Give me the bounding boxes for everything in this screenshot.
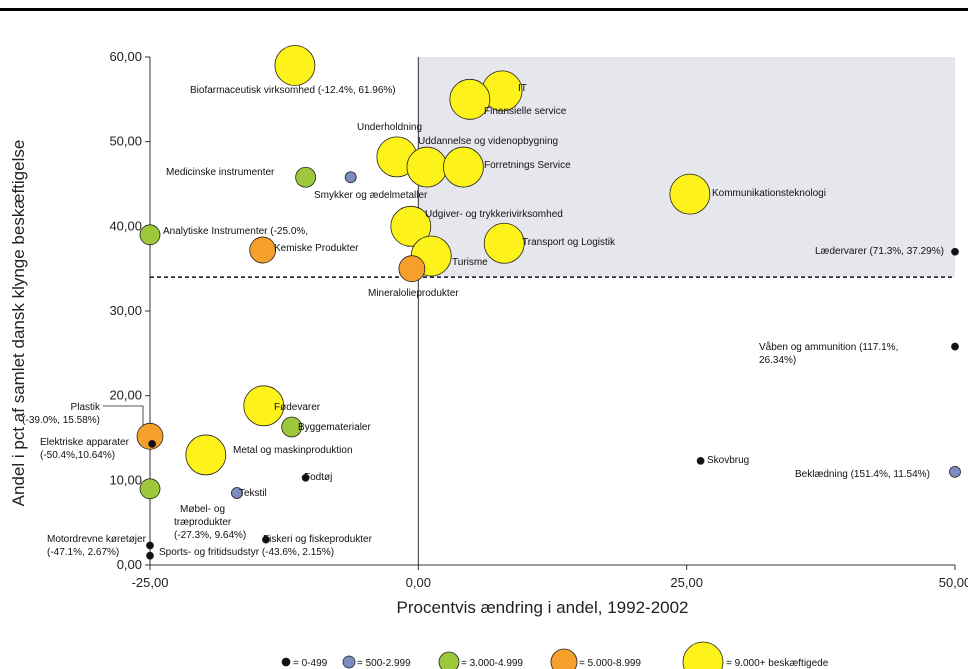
y-tick-label: 50,00 [109, 134, 142, 149]
point-label: Medicinske instrumenter [166, 167, 275, 178]
bubble [449, 78, 491, 120]
bubble [483, 222, 525, 264]
point-label: Byggematerialer [298, 422, 371, 433]
point-label: Motordrevne køretøjer [47, 534, 147, 545]
legend-swatch [550, 648, 578, 669]
legend-swatch [281, 657, 291, 667]
x-tick-label: 50,00 [939, 575, 968, 590]
bubble [281, 416, 303, 438]
y-tick-label: 40,00 [109, 218, 142, 233]
point-label: IT [518, 83, 527, 94]
point-label: Elektriske apparater [40, 437, 130, 448]
bubble [148, 440, 157, 448]
point-label: Analytiske Instrumenter (-25.0%, [163, 226, 308, 237]
bubble [696, 456, 705, 465]
bubble [249, 236, 277, 264]
point-label: Smykker og ædelmetaller [314, 190, 428, 201]
y-tick-label: 30,00 [109, 303, 142, 318]
point-label: Lædervarer (71.3%, 37.29%) [815, 246, 944, 257]
point-label: Fodtøj [304, 472, 332, 483]
point-label: Kommunikationsteknologi [712, 188, 826, 199]
x-tick-label: -25,00 [132, 575, 169, 590]
legend-label: = 3.000-4.999 [461, 658, 523, 669]
bubble [344, 171, 357, 184]
point-label: (-27.3%, 9.64%) [174, 530, 246, 541]
bubble [139, 224, 161, 246]
legend: = 0-499 = 500-2.999 = 3.000-4.999 = 5.000-8… [281, 641, 829, 669]
x-tick-label: 0,00 [406, 575, 431, 590]
point-label: Skovbrug [707, 455, 749, 466]
point-label: (-39.0%, 15.58%) [22, 415, 100, 426]
legend-label: = 5.000-8.999 [579, 658, 641, 669]
point-label: 26.34%) [759, 355, 796, 366]
top-rule [0, 8, 968, 11]
bubble [951, 342, 959, 351]
leader-line [103, 405, 144, 426]
point-label: Fiskeri og fiskeprodukter [263, 534, 373, 545]
bubble [231, 487, 243, 499]
y-axis-title: Andel i pct af samlet dansk klynge beskæ… [9, 140, 28, 507]
point-label: Beklædning (151.4%, 11.54%) [795, 469, 930, 480]
bubble [669, 173, 711, 215]
bubble [185, 434, 227, 476]
point-label: Udgiver- og trykkerivirksomhed [425, 209, 563, 220]
bubble [146, 541, 154, 550]
legend-swatch [682, 641, 724, 669]
bubble [951, 247, 959, 256]
legend-label: = 500-2.999 [357, 658, 411, 669]
legend-label: = 0-499 [293, 658, 328, 669]
legend-label: = 9.000+ beskæftigede [726, 658, 829, 669]
point-label: træprodukter [174, 517, 232, 528]
bubble [295, 166, 317, 188]
x-tick-label: 25,00 [670, 575, 703, 590]
bubble [443, 146, 484, 188]
point-label: (-50.4%,10.64%) [40, 450, 115, 461]
point-label: Turisme [452, 257, 488, 268]
y-tick-label: 10,00 [109, 472, 142, 487]
point-label: (-47.1%, 2.67%) [47, 547, 119, 558]
bubble [146, 551, 154, 560]
x-axis-title: Procentvis ændring i andel, 1992-2002 [396, 598, 688, 617]
point-label: Sports- og fritidsudstyr (-43.6%, 2.15%) [159, 547, 334, 558]
point-label: Mineralolieprodukter [368, 288, 459, 299]
bubble [301, 473, 310, 482]
bubble [949, 465, 961, 478]
bubble [139, 478, 161, 500]
y-tick-label: 20,00 [109, 388, 142, 403]
bubble [274, 45, 316, 86]
bubble [262, 535, 270, 544]
legend-swatch [342, 655, 356, 669]
bubble [398, 255, 426, 283]
point-label: Biofarmaceutisk virksomhed (-12.4%, 61.9… [190, 85, 396, 96]
point-label: Plastik [71, 402, 101, 413]
bubble [406, 146, 448, 188]
bubble [136, 422, 164, 450]
bubble [390, 205, 432, 247]
point-label: Våben og ammunition (117.1%, [759, 341, 898, 353]
point-label: Metal og maskinproduktion [233, 445, 353, 456]
point-label: Uddannelse og videnopbygning [418, 136, 558, 147]
bubble [243, 385, 285, 427]
point-label: Møbel- og [180, 504, 225, 515]
point-label: Fødevarer [274, 402, 321, 413]
point-label: Underholdning [357, 122, 422, 133]
y-tick-label: 0,00 [117, 557, 142, 572]
point-label: Finansielle service [484, 106, 567, 117]
point-label: Forretnings Service [484, 160, 571, 171]
point-label: Transport og Logistik [522, 237, 616, 248]
y-tick-label: 60,00 [109, 49, 142, 64]
point-label: Tekstil [239, 488, 267, 499]
point-label: Kemiske Produkter [274, 243, 359, 254]
legend-swatch [438, 651, 460, 669]
